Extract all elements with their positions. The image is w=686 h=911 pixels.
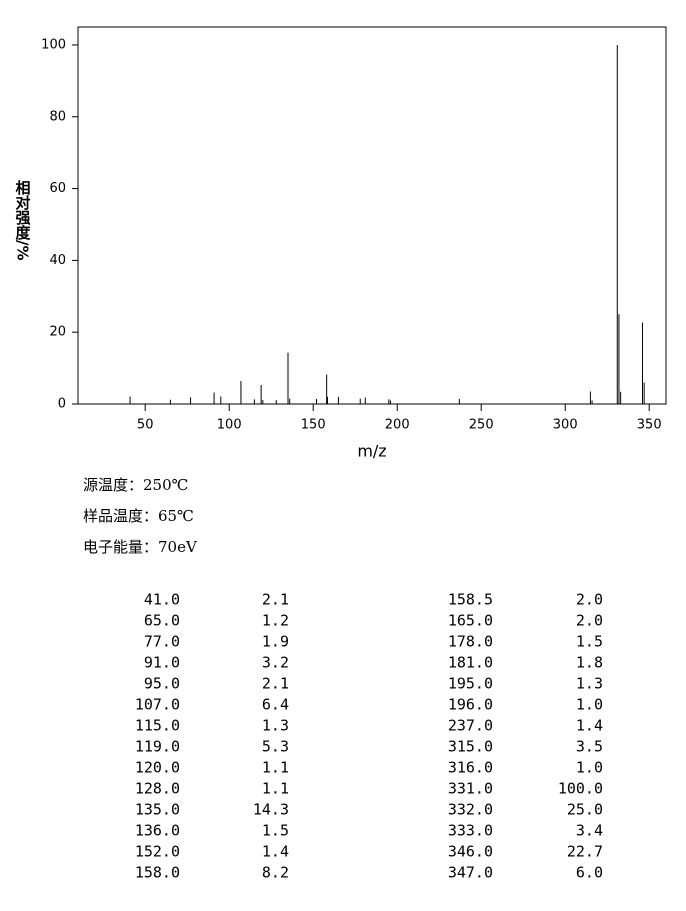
- table-mz: 115.0: [135, 717, 180, 735]
- table-mz: 346.0: [448, 843, 493, 861]
- table-intensity: 1.4: [262, 843, 289, 861]
- table-mz: 107.0: [135, 696, 180, 714]
- table-intensity: 8.2: [262, 864, 289, 882]
- table-mz: 128.0: [135, 780, 180, 798]
- table-mz: 77.0: [144, 633, 180, 651]
- x-tick-label: 300: [553, 418, 578, 433]
- table-intensity: 3.5: [576, 738, 603, 756]
- table-intensity: 1.1: [262, 780, 289, 798]
- x-tick-label: 50: [137, 418, 154, 433]
- table-mz: 196.0: [448, 696, 493, 714]
- y-tick-label: 100: [41, 37, 66, 52]
- table-intensity: 1.3: [576, 675, 603, 693]
- y-tick-label: 20: [49, 325, 66, 340]
- table-mz: 119.0: [135, 738, 180, 756]
- table-mz: 181.0: [448, 654, 493, 672]
- table-mz: 195.0: [448, 675, 493, 693]
- y-tick-label: 0: [58, 397, 66, 412]
- table-intensity: 1.8: [576, 654, 603, 672]
- table-mz: 165.0: [448, 612, 493, 630]
- table-intensity: 2.1: [262, 675, 289, 693]
- table-mz: 152.0: [135, 843, 180, 861]
- plot-frame: [77, 26, 667, 405]
- table-intensity: 22.7: [567, 843, 603, 861]
- table-mz: 158.5: [448, 591, 493, 609]
- table-mz: 158.0: [135, 864, 180, 882]
- table-intensity: 1.3: [262, 717, 289, 735]
- table-intensity: 1.1: [262, 759, 289, 777]
- table-intensity: 3.4: [576, 822, 603, 840]
- info-line: 样品温度：65℃: [83, 507, 194, 525]
- table-intensity: 100.0: [558, 780, 603, 798]
- table-mz: 315.0: [448, 738, 493, 756]
- table-intensity: 25.0: [567, 801, 603, 819]
- table-intensity: 1.2: [262, 612, 289, 630]
- y-tick-label: 80: [49, 109, 66, 124]
- x-tick-label: 150: [301, 418, 326, 433]
- table-mz: 91.0: [144, 654, 180, 672]
- x-tick-label: 200: [385, 418, 410, 433]
- y-tick-label: 40: [49, 253, 66, 268]
- table-intensity: 1.5: [262, 822, 289, 840]
- table-mz: 332.0: [448, 801, 493, 819]
- table-mz: 65.0: [144, 612, 180, 630]
- table-mz: 41.0: [144, 591, 180, 609]
- table-intensity: 2.0: [576, 612, 603, 630]
- x-tick-label: 100: [217, 418, 242, 433]
- x-tick-label: 250: [469, 418, 494, 433]
- table-mz: 316.0: [448, 759, 493, 777]
- table-intensity: 1.9: [262, 633, 289, 651]
- table-intensity: 5.3: [262, 738, 289, 756]
- table-intensity: 2.1: [262, 591, 289, 609]
- table-intensity: 6.0: [576, 864, 603, 882]
- table-intensity: 2.0: [576, 591, 603, 609]
- info-line: 源温度：250℃: [83, 476, 188, 494]
- table-mz: 120.0: [135, 759, 180, 777]
- table-intensity: 14.3: [253, 801, 289, 819]
- table-mz: 333.0: [448, 822, 493, 840]
- table-intensity: 1.5: [576, 633, 603, 651]
- table-intensity: 1.4: [576, 717, 603, 735]
- x-tick-label: 350: [637, 418, 662, 433]
- y-axis-label: 相对强度/%: [14, 179, 32, 260]
- table-mz: 178.0: [448, 633, 493, 651]
- table-mz: 237.0: [448, 717, 493, 735]
- table-mz: 347.0: [448, 864, 493, 882]
- table-mz: 331.0: [448, 780, 493, 798]
- info-line: 电子能量：70eV: [83, 538, 198, 556]
- y-tick-label: 60: [49, 181, 66, 196]
- table-mz: 95.0: [144, 675, 180, 693]
- table-intensity: 1.0: [576, 696, 603, 714]
- table-mz: 136.0: [135, 822, 180, 840]
- table-intensity: 6.4: [262, 696, 289, 714]
- table-intensity: 1.0: [576, 759, 603, 777]
- table-intensity: 3.2: [262, 654, 289, 672]
- x-axis-label: m/z: [357, 442, 386, 461]
- table-mz: 135.0: [135, 801, 180, 819]
